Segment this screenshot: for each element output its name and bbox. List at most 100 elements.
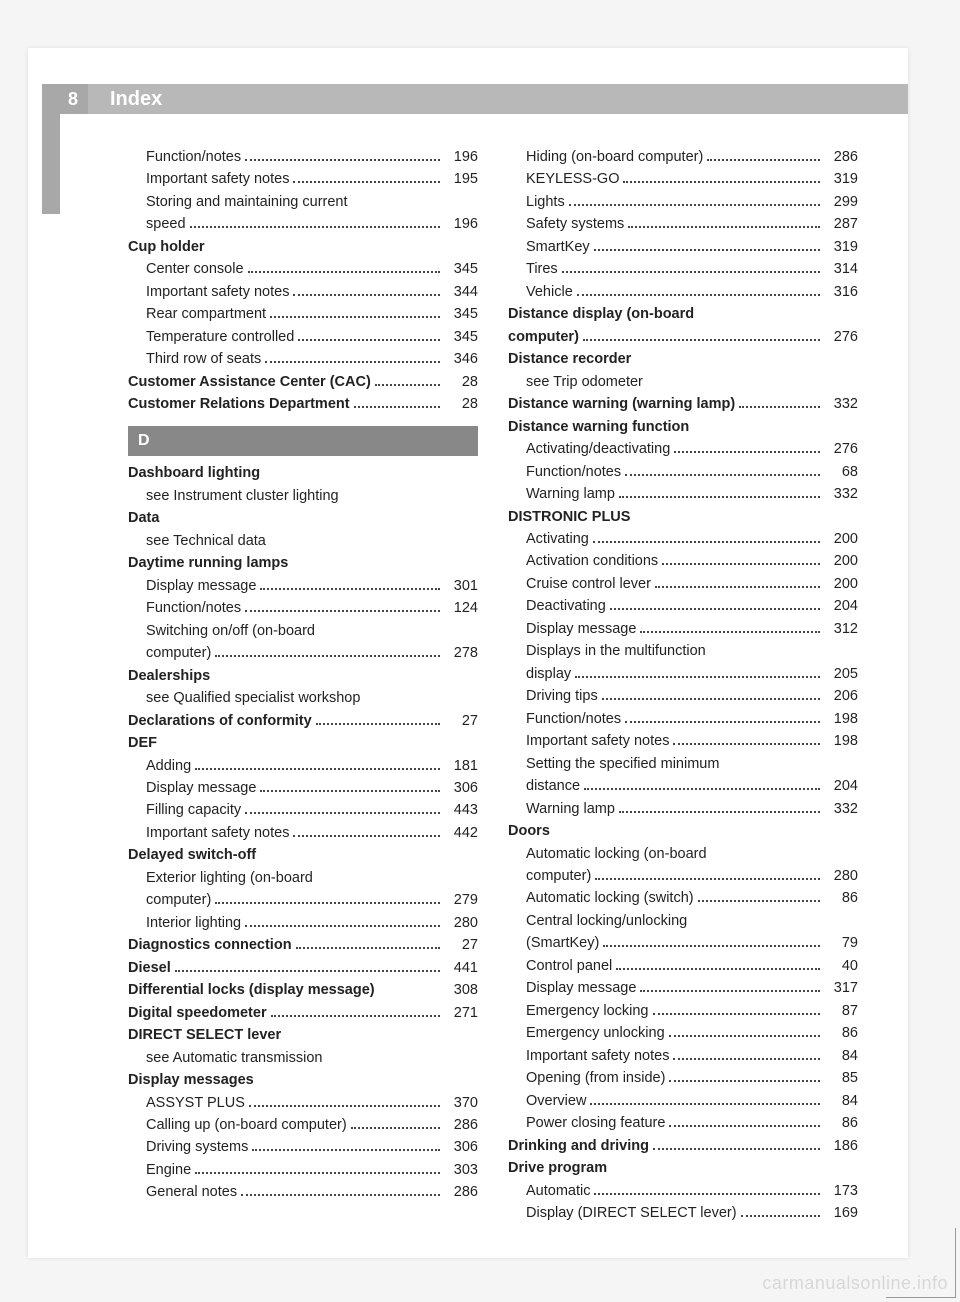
index-entry: Warning lamp332 [508, 798, 858, 820]
index-entry-label: Important safety notes [146, 168, 289, 190]
index-entry: Customer Relations Department28 [128, 393, 478, 415]
index-entry: Important safety notes442 [128, 822, 478, 844]
index-entry-label: computer) [146, 889, 211, 911]
index-entry: General notes286 [128, 1181, 478, 1203]
index-entry-page: 196 [444, 213, 478, 235]
index-entry-page: 200 [824, 528, 858, 550]
leader-dots [195, 1172, 440, 1174]
index-entry: Activation conditions200 [508, 550, 858, 572]
leader-dots [655, 586, 820, 588]
index-entry: Function/notes124 [128, 597, 478, 619]
index-entry-label: Emergency unlocking [526, 1022, 665, 1044]
index-entry-page: 332 [824, 393, 858, 415]
index-entry: Customer Assistance Center (CAC) 28 [128, 371, 478, 393]
leader-dots [674, 451, 820, 453]
index-entry-page: 28 [444, 371, 478, 393]
leader-dots [175, 970, 440, 972]
index-entry-page: 86 [824, 887, 858, 909]
see-reference: see Instrument cluster lighting [128, 485, 478, 507]
index-entry: KEYLESS-GO319 [508, 168, 858, 190]
index-entry-label: Automatic [526, 1180, 590, 1202]
index-entry-page: 198 [824, 708, 858, 730]
leader-dots [594, 1193, 820, 1195]
index-entry-label: distance [526, 775, 580, 797]
index-entry-label: computer) [146, 642, 211, 664]
index-entry-label: computer) [508, 326, 579, 348]
leader-dots [245, 610, 440, 612]
index-entry: display205 [508, 663, 858, 685]
index-entry-wrap: Central locking/unlocking [508, 910, 858, 932]
leader-dots [562, 271, 820, 273]
leader-dots [669, 1125, 820, 1127]
leader-dots [640, 631, 820, 633]
leader-dots [245, 159, 440, 161]
leader-dots [653, 1148, 820, 1150]
index-entry: Drinking and driving186 [508, 1135, 858, 1157]
index-entry-page: 204 [824, 775, 858, 797]
leader-dots [741, 1215, 820, 1217]
leader-dots [590, 1103, 820, 1105]
index-entry-page: 332 [824, 798, 858, 820]
index-content: Function/notes 196 Important safety notes 1… [28, 114, 908, 1225]
index-entry-page: 346 [444, 348, 478, 370]
leader-dots [569, 204, 820, 206]
index-entry-label: Customer Assistance Center (CAC) [128, 371, 371, 393]
index-entry: Emergency unlocking86 [508, 1022, 858, 1044]
index-heading: DEF [128, 732, 478, 754]
index-entry-page: 278 [444, 642, 478, 664]
index-entry-page: 84 [824, 1090, 858, 1112]
index-entry-label: Activating/deactivating [526, 438, 670, 460]
see-reference: see Trip odometer [508, 371, 858, 393]
left-column: Function/notes 196 Important safety notes 1… [128, 146, 478, 1225]
leader-dots [616, 968, 820, 970]
index-entry: Tires314 [508, 258, 858, 280]
leader-dots [293, 294, 440, 296]
index-entry: Driving systems306 [128, 1136, 478, 1158]
leader-dots [610, 608, 820, 610]
leader-dots [293, 835, 440, 837]
index-entry-label: Adding [146, 755, 191, 777]
index-heading: Drive program [508, 1157, 858, 1179]
index-entry: Function/notes198 [508, 708, 858, 730]
index-entry-page: 68 [824, 461, 858, 483]
index-entry-page: 195 [444, 168, 478, 190]
leader-dots [673, 1058, 820, 1060]
leader-dots [252, 1149, 440, 1151]
index-entry-label: Function/notes [146, 597, 241, 619]
leader-dots [698, 900, 820, 902]
index-entry-label: Opening (from inside) [526, 1067, 665, 1089]
index-entry: Lights299 [508, 191, 858, 213]
index-entry: Safety systems287 [508, 213, 858, 235]
leader-dots [293, 181, 440, 183]
index-entry: ASSYST PLUS370 [128, 1092, 478, 1114]
index-entry-wrap: Storing and maintaining current [128, 191, 478, 213]
index-entry: Differential locks (display message)308 [128, 979, 478, 1001]
leader-dots [593, 541, 820, 543]
see-reference: see Technical data [128, 530, 478, 552]
index-entry: Activating/deactivating276 [508, 438, 858, 460]
index-entry: computer)279 [128, 889, 478, 911]
index-heading: Delayed switch-off [128, 844, 478, 866]
index-heading: DISTRONIC PLUS [508, 506, 858, 528]
leader-dots [595, 878, 820, 880]
index-entry-label: Important safety notes [146, 281, 289, 303]
index-entry: Display message301 [128, 575, 478, 597]
index-entry-label: Warning lamp [526, 483, 615, 505]
index-entry-label: Display message [526, 977, 636, 999]
index-entry-page: 370 [444, 1092, 478, 1114]
index-entry-page: 332 [824, 483, 858, 505]
index-entry-label: Display message [146, 777, 256, 799]
index-entry-label: Hiding (on-board computer) [526, 146, 703, 168]
leader-dots [241, 1194, 440, 1196]
leader-dots [594, 249, 820, 251]
index-entry-page: 200 [824, 550, 858, 572]
index-heading: Dealerships [128, 665, 478, 687]
index-entry-label: Function/notes [146, 146, 241, 168]
index-entry: computer)276 [508, 326, 858, 348]
index-entry-page: 87 [824, 1000, 858, 1022]
index-entry-label: Important safety notes [146, 822, 289, 844]
index-entry: computer) 278 [128, 642, 478, 664]
leader-dots [245, 925, 440, 927]
index-entry: Overview84 [508, 1090, 858, 1112]
index-entry-page: 84 [824, 1045, 858, 1067]
